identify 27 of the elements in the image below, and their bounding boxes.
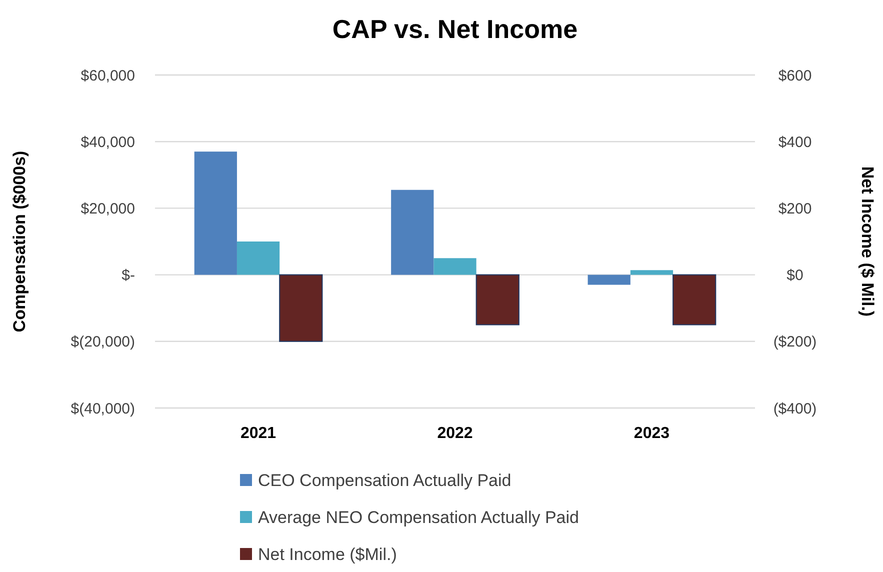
- bar: [391, 190, 434, 275]
- y2-axis-title: Net Income ($ Mil.): [858, 166, 877, 317]
- y-tick-label: $60,000: [80, 67, 135, 84]
- bar: [630, 270, 674, 275]
- legend-label: CEO Compensation Actually Paid: [258, 470, 512, 490]
- y2-tick-label: ($400): [773, 400, 817, 418]
- y-tick-label: $(40,000): [70, 400, 135, 418]
- x-tick-label: 2022: [437, 425, 473, 442]
- bar: [434, 258, 476, 275]
- bar: [236, 242, 280, 275]
- x-tick-label: 2023: [634, 425, 670, 442]
- y-tick-label: $40,000: [80, 134, 135, 151]
- legend-label: Net Income ($Mil.): [258, 544, 397, 564]
- y2-tick-label: $200: [778, 200, 812, 218]
- bar: [588, 274, 630, 285]
- y-tick-label: $(20,000): [70, 334, 135, 351]
- y-axis-title: Compensation ($000s): [10, 150, 29, 332]
- y-tick-label: $-: [122, 267, 135, 284]
- y-tick-label: $20,000: [80, 200, 135, 218]
- y2-tick-label: $400: [778, 134, 812, 151]
- y2-tick-label: $0: [786, 267, 804, 284]
- y2-tick-label: ($200): [773, 334, 817, 351]
- legend-label: Average NEO Compensation Actually Paid: [258, 508, 579, 527]
- chart-title: CAP vs. Net Income: [332, 14, 578, 44]
- y2-tick-label: $600: [778, 67, 812, 84]
- bar: [194, 152, 237, 275]
- x-tick-label: 2021: [240, 425, 276, 442]
